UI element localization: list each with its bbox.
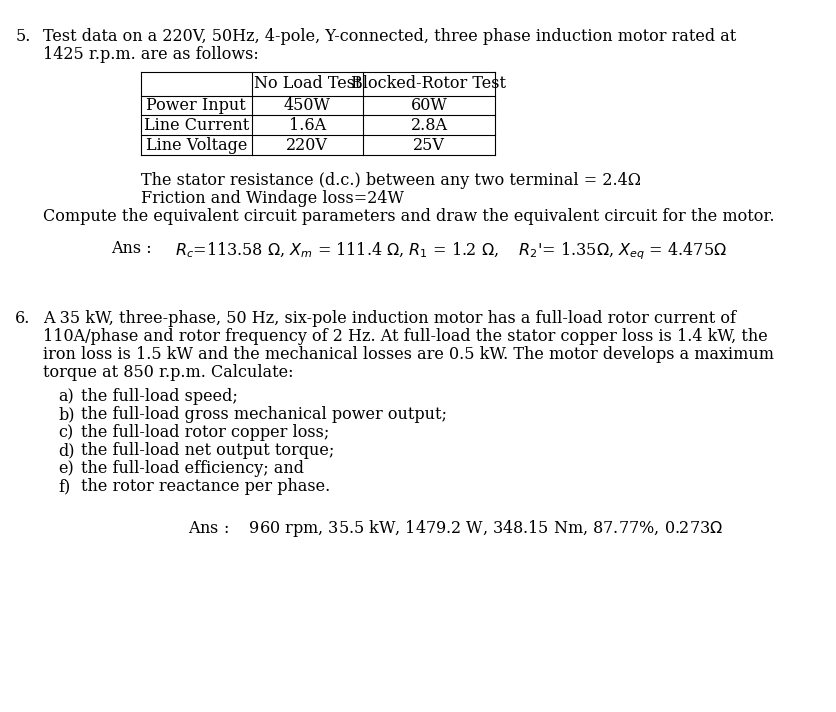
Text: the full-load efficiency; and: the full-load efficiency; and	[81, 460, 304, 477]
Text: No Load Test: No Load Test	[253, 75, 361, 93]
Text: Blocked-Rotor Test: Blocked-Rotor Test	[351, 75, 507, 93]
Text: 2.8A: 2.8A	[410, 117, 447, 134]
Text: 1425 r.p.m. are as follows:: 1425 r.p.m. are as follows:	[43, 46, 258, 63]
Text: f): f)	[58, 478, 70, 495]
Text: Test data on a 220V, 50Hz, 4-pole, Y-connected, three phase induction motor rate: Test data on a 220V, 50Hz, 4-pole, Y-con…	[43, 28, 736, 45]
Text: 220V: 220V	[287, 137, 329, 154]
Text: c): c)	[58, 424, 74, 441]
Text: the rotor reactance per phase.: the rotor reactance per phase.	[81, 478, 330, 495]
Text: 5.: 5.	[15, 28, 31, 45]
Text: the full-load speed;: the full-load speed;	[81, 388, 238, 405]
Text: $R_c$=113.58 $\Omega$, $X_m$ = 111.4 $\Omega$, $R_1$ = 1.2 $\Omega$,    $R_2$'= : $R_c$=113.58 $\Omega$, $X_m$ = 111.4 $\O…	[175, 240, 726, 261]
Text: Ans :: Ans :	[111, 240, 151, 257]
Text: the full-load net output torque;: the full-load net output torque;	[81, 442, 334, 459]
Text: 25V: 25V	[413, 137, 445, 154]
Text: 450W: 450W	[283, 97, 331, 114]
Text: 1.6A: 1.6A	[288, 117, 326, 134]
Text: d): d)	[58, 442, 74, 459]
Text: 6.: 6.	[15, 310, 31, 327]
Text: b): b)	[58, 406, 74, 423]
Text: Friction and Windage loss=24W: Friction and Windage loss=24W	[140, 190, 404, 207]
Text: the full-load rotor copper loss;: the full-load rotor copper loss;	[81, 424, 329, 441]
Text: Compute the equivalent circuit parameters and draw the equivalent circuit for th: Compute the equivalent circuit parameter…	[43, 208, 774, 225]
Text: Line Current: Line Current	[144, 117, 249, 134]
Text: iron loss is 1.5 kW and the mechanical losses are 0.5 kW. The motor develops a m: iron loss is 1.5 kW and the mechanical l…	[43, 346, 773, 363]
Text: e): e)	[58, 460, 74, 477]
Text: The stator resistance (d.c.) between any two terminal = 2.4Ω: The stator resistance (d.c.) between any…	[140, 172, 641, 189]
Text: 60W: 60W	[410, 97, 447, 114]
Text: Line Voltage: Line Voltage	[145, 137, 247, 154]
Text: Ans :    960 rpm, 35.5 kW, 1479.2 W, 348.15 Nm, 87.77%, 0.273$\Omega$: Ans : 960 rpm, 35.5 kW, 1479.2 W, 348.15…	[188, 518, 723, 539]
Text: a): a)	[58, 388, 74, 405]
Text: 110A/phase and rotor frequency of 2 Hz. At full-load the stator copper loss is 1: 110A/phase and rotor frequency of 2 Hz. …	[43, 328, 767, 345]
Text: A 35 kW, three-phase, 50 Hz, six-pole induction motor has a full-load rotor curr: A 35 kW, three-phase, 50 Hz, six-pole in…	[43, 310, 736, 327]
Text: Power Input: Power Input	[146, 97, 247, 114]
Text: torque at 850 r.p.m. Calculate:: torque at 850 r.p.m. Calculate:	[43, 364, 293, 381]
Text: the full-load gross mechanical power output;: the full-load gross mechanical power out…	[81, 406, 447, 423]
